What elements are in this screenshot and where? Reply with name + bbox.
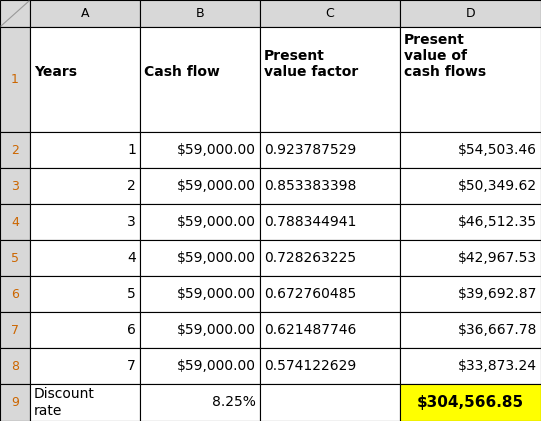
Bar — [400, 27, 541, 132]
Text: Discount
rate: Discount rate — [34, 387, 95, 418]
Text: 5: 5 — [11, 251, 19, 264]
Bar — [30, 27, 140, 132]
Text: 0.788344941: 0.788344941 — [264, 215, 357, 229]
Bar — [30, 240, 140, 276]
Text: $59,000.00: $59,000.00 — [177, 323, 256, 337]
Bar — [400, 132, 541, 168]
Bar — [140, 168, 260, 204]
Text: $304,566.85: $304,566.85 — [417, 395, 524, 410]
Text: $33,873.24: $33,873.24 — [458, 359, 537, 373]
Bar — [260, 240, 400, 276]
Bar — [30, 0, 140, 27]
Bar — [260, 27, 400, 132]
Bar — [0, 276, 30, 312]
Bar — [30, 132, 140, 168]
Text: $59,000.00: $59,000.00 — [177, 143, 256, 157]
Bar — [400, 0, 541, 27]
Text: 7: 7 — [11, 323, 19, 336]
Text: $42,967.53: $42,967.53 — [458, 251, 537, 265]
Bar — [260, 132, 400, 168]
Text: 2: 2 — [127, 179, 136, 193]
Text: Present
value of
cash flows: Present value of cash flows — [404, 33, 486, 80]
Text: $54,503.46: $54,503.46 — [458, 143, 537, 157]
Text: 0.672760485: 0.672760485 — [264, 287, 357, 301]
Bar — [140, 132, 260, 168]
Text: 4: 4 — [127, 251, 136, 265]
Text: 5: 5 — [127, 287, 136, 301]
Bar — [140, 27, 260, 132]
Text: $59,000.00: $59,000.00 — [177, 179, 256, 193]
Bar — [260, 204, 400, 240]
Bar — [400, 348, 541, 384]
Text: $59,000.00: $59,000.00 — [177, 251, 256, 265]
Bar — [0, 132, 30, 168]
Bar — [400, 276, 541, 312]
Text: C: C — [326, 7, 334, 20]
Text: 0.853383398: 0.853383398 — [264, 179, 357, 193]
Bar — [30, 384, 140, 421]
Bar — [0, 348, 30, 384]
Text: D: D — [466, 7, 476, 20]
Bar — [140, 276, 260, 312]
Text: $36,667.78: $36,667.78 — [458, 323, 537, 337]
Bar — [0, 168, 30, 204]
Text: A: A — [81, 7, 89, 20]
Bar — [400, 168, 541, 204]
Bar — [400, 240, 541, 276]
Bar — [260, 0, 400, 27]
Text: $50,349.62: $50,349.62 — [458, 179, 537, 193]
Text: 2: 2 — [11, 144, 19, 157]
Bar — [0, 204, 30, 240]
Text: 4: 4 — [11, 216, 19, 229]
Text: 1: 1 — [127, 143, 136, 157]
Bar — [260, 384, 400, 421]
Bar — [0, 384, 30, 421]
Bar — [260, 312, 400, 348]
Text: 3: 3 — [11, 179, 19, 192]
Bar — [260, 276, 400, 312]
Text: 6: 6 — [11, 288, 19, 301]
Bar — [400, 312, 541, 348]
Text: 0.574122629: 0.574122629 — [264, 359, 357, 373]
Text: $39,692.87: $39,692.87 — [458, 287, 537, 301]
Bar — [0, 240, 30, 276]
Bar — [140, 348, 260, 384]
Text: B: B — [196, 7, 204, 20]
Text: $59,000.00: $59,000.00 — [177, 287, 256, 301]
Text: 7: 7 — [127, 359, 136, 373]
Text: 0.728263225: 0.728263225 — [264, 251, 356, 265]
Text: Cash flow: Cash flow — [144, 66, 220, 80]
Bar — [30, 204, 140, 240]
Text: 0.923787529: 0.923787529 — [264, 143, 357, 157]
Text: 8: 8 — [11, 360, 19, 373]
Text: $59,000.00: $59,000.00 — [177, 359, 256, 373]
Bar — [140, 0, 260, 27]
Text: 0.621487746: 0.621487746 — [264, 323, 357, 337]
Text: 1: 1 — [11, 73, 19, 86]
Text: 3: 3 — [127, 215, 136, 229]
Bar — [140, 240, 260, 276]
Text: Present
value factor: Present value factor — [264, 49, 358, 80]
Text: 8.25%: 8.25% — [212, 395, 256, 410]
Bar — [0, 27, 30, 132]
Bar — [30, 168, 140, 204]
Text: 6: 6 — [127, 323, 136, 337]
Bar — [400, 384, 541, 421]
Text: Years: Years — [34, 66, 77, 80]
Bar — [30, 312, 140, 348]
Bar — [0, 312, 30, 348]
Bar — [140, 384, 260, 421]
Text: $46,512.35: $46,512.35 — [458, 215, 537, 229]
Bar — [0, 0, 30, 27]
Text: 9: 9 — [11, 396, 19, 409]
Bar — [260, 168, 400, 204]
Bar — [140, 204, 260, 240]
Text: $59,000.00: $59,000.00 — [177, 215, 256, 229]
Bar — [260, 348, 400, 384]
Bar — [140, 312, 260, 348]
Bar — [30, 276, 140, 312]
Bar — [400, 204, 541, 240]
Bar — [30, 348, 140, 384]
